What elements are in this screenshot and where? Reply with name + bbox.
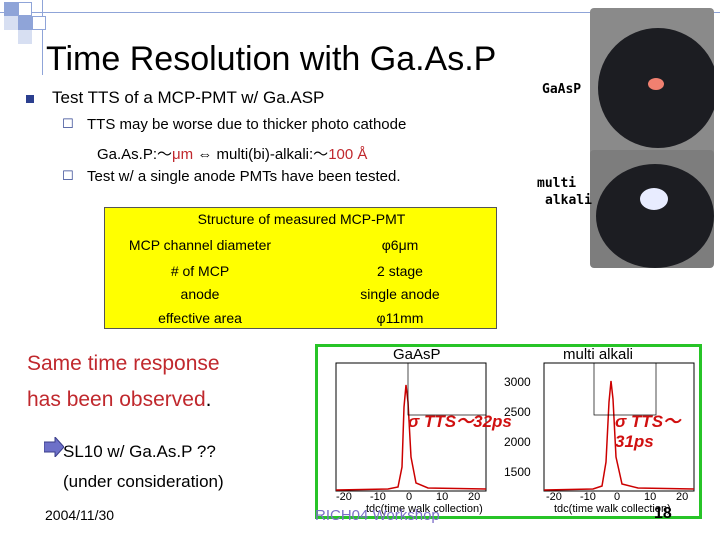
arrow-right-icon [44,437,64,457]
decorative-square [32,16,46,30]
table-row-label: effective area [158,310,242,326]
table-row-label: MCP channel diameter [128,237,272,253]
footer-conference: RICH04 Workshop [315,507,440,524]
page-number: 18 [654,505,672,522]
bullet-text: Test TTS of a MCP-PMT w/ Ga.ASP [52,88,325,107]
next-step-note: (under consideration) [63,472,224,491]
x-axis-label: tdc(time walk collection) [366,503,483,515]
result-statement-text: has been observed [27,388,206,411]
footer-date: 2004/11/30 [45,507,115,523]
comparison-text: ⇔ multi(bi)-alkali:～ [193,146,329,163]
right-plot-title: multi alkali [563,346,634,363]
right-sigma-annotation: σ TTS～31ps [615,412,681,451]
tts-histograms: GaAsP multi alkali σ TTS～32ps σ TTS～31ps… [315,344,702,519]
y-tick: 2500 [504,405,531,419]
photocathode-glow [648,78,664,90]
decorative-square [4,16,18,30]
decorative-rule [0,12,720,13]
decorative-square [18,30,32,44]
x-tick: -20 [546,491,562,503]
result-statement-period: . [205,388,212,411]
gaasp-thickness-unit: μm [172,146,194,163]
x-tick: 20 [676,491,689,503]
left-histogram [335,384,487,491]
sub-bullet-text: Test w/ a single anode PMTs have been te… [87,168,401,185]
x-tick: 10 [436,491,449,503]
decorative-rule-vertical [42,0,43,75]
left-plot-title: GaAsP [393,346,441,363]
right-stats-box [593,362,657,416]
result-statement: has been observed. [27,388,211,412]
photo-label: multi [537,176,577,191]
left-sigma-annotation: σ TTS～32ps [408,412,512,431]
table-row-value: φ6μm [381,237,419,253]
y-tick: 1500 [504,465,531,479]
bullet-icon [26,95,34,103]
alkali-pmt-photo [590,150,714,268]
x-tick: -10 [580,491,596,503]
right-histogram [543,380,695,491]
slide-title: Time Resolution with Ga.As.P [46,40,497,78]
sub-bullet-continuation: Ga.As.P:～μm ⇔ multi(bi)-alkali:～100 Å [97,143,367,164]
x-tick: -20 [336,491,352,503]
gaasp-thickness-prefix: Ga.As.P:～ [97,146,173,163]
table-header: Structure of measured MCP-PMT [197,211,406,227]
table-row-label: # of MCP [170,263,230,279]
x-tick: 0 [614,491,621,503]
y-tick: 2000 [504,435,531,449]
result-statement: Same time response [27,352,220,375]
checkbox-bullet-icon: ☐ [62,117,74,132]
x-tick: 0 [406,491,413,503]
photo-label: GaAsP [542,82,582,97]
y-tick: 3000 [504,375,531,389]
decorative-square [18,2,32,16]
alkali-thickness: 100 Å [328,146,368,163]
sub-bullet-text: TTS may be worse due to thicker photo ca… [87,116,407,133]
table-row-label: anode [180,286,220,302]
decorative-square [4,2,18,16]
checkbox-bullet-icon: ☐ [62,169,74,184]
x-tick: 20 [468,491,481,503]
x-tick: -10 [370,491,386,503]
table-row-value: φ11mm [376,310,424,326]
x-axis-label: tdc(time walk collection) [554,503,671,515]
table-row-value: 2 stage [377,263,423,279]
photo-label: alkali [545,193,592,208]
next-step-text: SL10 w/ Ga.As.P ?? [63,442,216,461]
left-stats-box [407,362,487,416]
pmt-face-image [596,164,714,268]
decorative-square [18,16,32,30]
x-tick: 10 [644,491,657,503]
table-row-value: single anode [360,286,440,302]
photocathode-glow [640,188,668,210]
gaasp-pmt-photo [590,8,714,158]
structure-table: Structure of measured MCP-PMT MCP channe… [104,207,497,329]
